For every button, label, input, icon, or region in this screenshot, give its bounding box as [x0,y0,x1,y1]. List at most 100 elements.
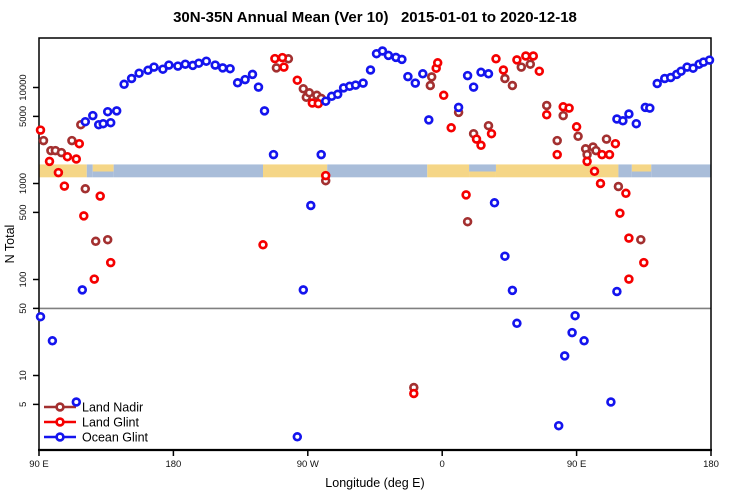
data-point-land-glint [44,156,55,167]
data-point-ocean-glint [559,351,570,361]
x-tick-label: 0 [440,459,445,470]
data-point-ocean-glint [397,54,407,65]
data-point-land-glint [534,66,545,76]
data-point-land-glint [541,110,552,120]
data-point-ocean-glint [259,106,270,116]
legend-marker-icon [55,432,65,442]
data-point-ocean-glint [173,61,183,71]
map-band-segment-mixed [469,171,496,178]
map-band-segment-mixed [469,164,496,172]
data-point-ocean-glint [553,420,564,431]
data-point-land-glint [610,138,621,149]
data-point-ocean-glint [453,102,464,113]
data-point-ocean-glint [483,69,494,79]
data-point-ocean-glint [126,73,137,84]
data-point-land-nadir [462,216,473,227]
data-point-ocean-glint [105,117,116,128]
data-point-ocean-glint [624,109,634,119]
data-point-ocean-glint [424,115,434,125]
data-point-land-glint [79,211,89,221]
data-point-land-glint [512,55,522,65]
data-point-ocean-glint [468,82,479,92]
data-point-land-nadir [507,80,518,91]
data-point-ocean-glint [403,71,413,82]
data-point-land-nadir [80,184,91,194]
data-point-land-glint [528,51,539,61]
data-point-land-nadir [271,63,282,73]
x-tick-label: 180 [165,459,181,470]
data-point-ocean-glint [71,397,82,407]
data-point-land-glint [62,151,73,162]
y-tick-label: 100 [18,272,29,288]
map-band-segment-mixed [92,164,114,172]
data-point-land-nadir [558,110,568,121]
x-tick-label: 90 W [297,459,319,470]
data-point-land-glint [279,62,289,72]
data-point-land-nadir [102,234,113,245]
data-point-land-glint [615,208,625,218]
data-point-ocean-glint [612,286,622,297]
map-band-segment-land [39,164,87,178]
data-point-land-nadir [298,84,309,94]
data-point-land-glint [292,75,303,85]
data-point-land-glint [446,123,456,133]
data-point-ocean-glint [119,79,129,90]
plot-border [38,37,712,451]
data-point-land-glint [438,90,449,101]
data-point-land-nadir [483,120,494,131]
data-point-ocean-glint [158,64,168,74]
data-point-ocean-glint [149,62,159,72]
data-point-land-nadir [304,88,315,98]
data-point-land-nadir [56,147,67,158]
x-tick-label: 180 [703,459,719,470]
data-point-ocean-glint [688,63,698,73]
legend-item-label: Land Nadir [82,401,143,415]
data-point-ocean-glint [111,106,122,116]
data-point-ocean-glint [410,78,421,88]
data-point-land-nadir [425,80,436,91]
data-point-ocean-glint [512,318,522,329]
data-point-ocean-glint [80,116,91,127]
data-point-land-glint [597,149,607,160]
data-point-land-nadir [541,100,552,111]
data-point-land-glint [604,149,615,160]
data-point-land-glint [589,166,600,177]
map-band-segment-land [495,164,619,178]
data-point-ocean-glint [268,149,279,160]
data-point-ocean-glint [358,78,368,88]
data-point-ocean-glint [476,67,486,78]
data-point-ocean-glint [365,65,376,75]
data-point-ocean-glint [500,251,510,261]
data-point-land-nadir [500,73,510,84]
data-point-land-glint [491,54,501,64]
data-point-land-glint [498,65,509,75]
data-point-land-glint [476,140,486,151]
y-tick-label: 50 [18,303,29,314]
chart-title: 30N-35N Annual Mean (Ver 10) 2015-01-01 … [173,9,577,26]
data-point-ocean-glint [253,82,264,92]
data-point-land-nadir [38,135,49,146]
data-point-ocean-glint [164,60,174,70]
map-band-segment-ocean [618,164,632,178]
data-point-land-glint [277,52,288,63]
data-point-land-nadir [516,62,527,72]
map-band-segment-mixed [92,171,114,178]
data-point-land-nadir [613,181,624,192]
data-point-land-glint [74,138,85,149]
data-point-land-glint [432,58,443,68]
data-point-land-nadir [426,72,437,82]
data-point-land-glint [552,149,562,160]
data-point-land-glint [486,128,497,139]
data-point-land-nadir [636,234,646,245]
data-point-land-nadir [573,131,583,142]
data-point-ocean-glint [704,55,715,65]
data-point-ocean-glint [298,285,309,295]
data-point-ocean-glint [570,310,580,321]
data-point-ocean-glint [350,80,361,90]
data-point-ocean-glint [383,50,394,61]
data-point-land-glint [521,51,531,61]
data-point-ocean-glint [217,63,228,73]
map-band-segment-ocean [113,164,264,178]
data-point-land-glint [624,233,634,243]
